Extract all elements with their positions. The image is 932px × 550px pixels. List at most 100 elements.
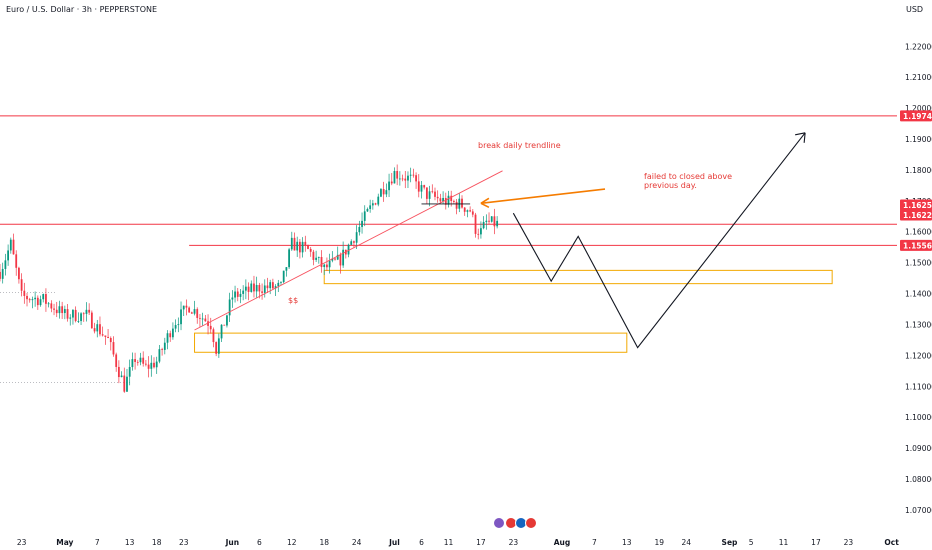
- candle-body: [288, 249, 290, 268]
- candle-body: [185, 305, 188, 308]
- candle-body: [161, 349, 164, 350]
- x-tick-label: 5: [749, 538, 754, 547]
- x-tick-label: 19: [654, 538, 664, 547]
- x-tick-label: 24: [681, 538, 691, 547]
- candle-body: [101, 334, 104, 336]
- candle-body: [266, 285, 269, 289]
- candle-body: [18, 267, 20, 280]
- candle-body: [444, 197, 447, 205]
- us-flag-event-icon[interactable]: [505, 517, 517, 529]
- candle-body: [374, 203, 377, 205]
- candle-body: [215, 342, 218, 354]
- annotation-previous-day: previous day.: [644, 181, 697, 190]
- candle-body: [90, 312, 93, 329]
- candle-body: [45, 294, 47, 304]
- y-tick-label: 1.21000: [905, 73, 932, 82]
- candle-body: [144, 363, 147, 365]
- y-tick-label: 1.11000: [905, 382, 932, 391]
- candle-body: [193, 309, 196, 314]
- candle-body: [371, 203, 374, 206]
- candle-body: [28, 299, 31, 301]
- x-tick-label: 17: [476, 538, 486, 547]
- candle-body: [53, 308, 55, 310]
- candle-body: [236, 291, 239, 297]
- candle-body: [139, 357, 142, 363]
- candle-body: [363, 211, 366, 221]
- price-badge: [900, 199, 932, 211]
- candle-body: [271, 282, 274, 289]
- candle-body: [177, 324, 180, 326]
- us-flag-event-icon[interactable]: [525, 517, 537, 529]
- x-tick-label: 24: [352, 538, 362, 547]
- daily-trendline: [194, 170, 503, 331]
- x-tick-label: 23: [509, 538, 519, 547]
- candle-body: [188, 307, 191, 313]
- candle-body: [212, 329, 215, 343]
- candle-body: [404, 178, 407, 181]
- candle-body: [396, 171, 399, 179]
- candle-body: [0, 271, 1, 279]
- y-tick-label: 1.13000: [905, 320, 932, 329]
- x-tick-label: 7: [592, 538, 597, 547]
- candle-body: [253, 283, 255, 292]
- candle-body: [436, 196, 439, 199]
- price-badge-label: 1.16254: [903, 201, 932, 210]
- candle-body: [488, 220, 490, 222]
- x-tick-label: 17: [811, 538, 821, 547]
- lightning-event-icon[interactable]: [493, 517, 505, 529]
- candle-body: [309, 248, 312, 252]
- x-tick-label: 13: [125, 538, 135, 547]
- candle-body: [301, 241, 304, 253]
- candle-body: [204, 318, 207, 322]
- x-tick-label: Jun: [225, 538, 239, 547]
- candle-body: [4, 260, 7, 269]
- candle-body: [407, 175, 409, 181]
- x-tick-label: 11: [779, 538, 789, 547]
- y-tick-label: 1.09000: [905, 444, 932, 453]
- candle-body: [485, 220, 488, 222]
- demand-zone: [323, 269, 833, 285]
- y-tick-label: 1.19000: [905, 135, 932, 144]
- candle-body: [155, 361, 158, 368]
- y-tick-label: 1.07000: [905, 506, 932, 515]
- time-axis[interactable]: 23 May 7 13 18 23 Jun 6 12 18 24 Jul 6 11 17 23 Aug 7 13 19…: [17, 538, 899, 547]
- projection-group: [512, 132, 806, 349]
- candle-body: [358, 226, 361, 233]
- candle-body: [82, 313, 85, 315]
- candle-body: [353, 241, 355, 243]
- candle-body: [109, 338, 112, 343]
- x-tick-label: 11: [444, 538, 454, 547]
- horizontal-levels: [0, 115, 897, 383]
- x-tick-label: 13: [622, 538, 632, 547]
- annotation-arrow: [480, 188, 606, 205]
- candle-body: [366, 208, 369, 212]
- candle-body: [290, 237, 293, 250]
- candle-body: [393, 171, 396, 184]
- candle-body: [136, 361, 139, 363]
- candle-body: [199, 317, 201, 319]
- candle-body: [299, 241, 301, 253]
- x-tick-label: 23: [179, 538, 189, 547]
- event-icons[interactable]: [493, 517, 537, 529]
- candle-body: [428, 191, 431, 199]
- candle-body: [496, 220, 499, 227]
- candle-body: [285, 267, 288, 271]
- candle-body: [20, 279, 23, 291]
- candle-body: [50, 303, 53, 309]
- candle-body: [182, 305, 185, 310]
- candle-body: [274, 286, 277, 289]
- candle-body: [450, 195, 453, 201]
- candle-body: [388, 181, 390, 191]
- candle-body: [234, 291, 236, 298]
- eu-flag-event-icon[interactable]: [515, 517, 527, 529]
- y-tick-label: 1.08000: [905, 475, 932, 484]
- price-badge-label: 1.19747: [903, 112, 932, 121]
- candle-body: [323, 264, 326, 268]
- candle-body: [434, 191, 436, 197]
- y-tick-label: 1.22000: [905, 42, 932, 51]
- candle-body: [85, 309, 88, 314]
- candle-body: [96, 324, 99, 332]
- price-axis[interactable]: 1.07000 1.08000 1.09000 1.10000 1.11000 1.120…: [905, 42, 932, 515]
- candle-body: [39, 299, 42, 306]
